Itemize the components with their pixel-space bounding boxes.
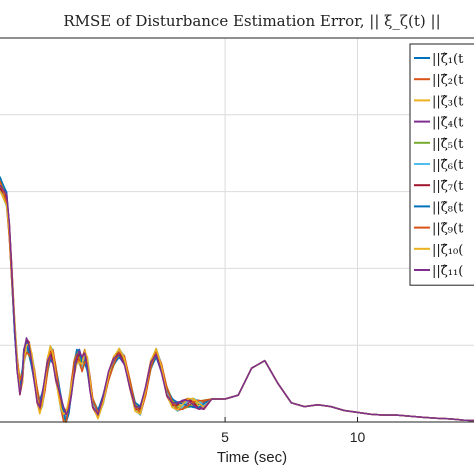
legend-label-10: ||ζ̂₁₀(	[432, 243, 463, 258]
legend-label-7: ||ζ̂₇(t	[432, 179, 464, 194]
legend-label-3: ||ζ̂₃(t	[432, 94, 464, 109]
chart-title: RMSE of Disturbance Estimation Error, ||…	[63, 12, 440, 30]
legend-label-2: ||ζ̂₂(t	[432, 73, 464, 88]
series-lines	[0, 176, 474, 423]
x-tick-label: 5	[221, 429, 229, 445]
legend-label-9: ||ζ̂₉(t	[432, 222, 464, 237]
legend-label-4: ||ζ̂₄(t	[432, 116, 464, 131]
grid-lines	[0, 38, 474, 422]
legend: ||ζ̂₁(t ||ζ̂₂(t ||ζ̂₃(t ||ζ̂₄(t ||ζ̂₅(t ||ζ̂₆…	[409, 43, 474, 286]
series-line-11	[0, 184, 474, 422]
legend-label-11: ||ζ̂₁₁(	[432, 264, 463, 279]
x-tick-label: 10	[350, 429, 366, 445]
legend-label-6: ||ζ̂₆(t	[432, 158, 464, 173]
legend-label-5: ||ζ̂₅(t	[432, 137, 464, 152]
legend-label-1: ||ζ̂₁(t	[432, 52, 464, 67]
x-axis-label: Time (sec)	[217, 449, 287, 466]
plot-area	[0, 38, 474, 422]
x-ticks: 5 10	[221, 417, 365, 445]
legend-label-8: ||ζ̂₈(t	[432, 200, 464, 215]
